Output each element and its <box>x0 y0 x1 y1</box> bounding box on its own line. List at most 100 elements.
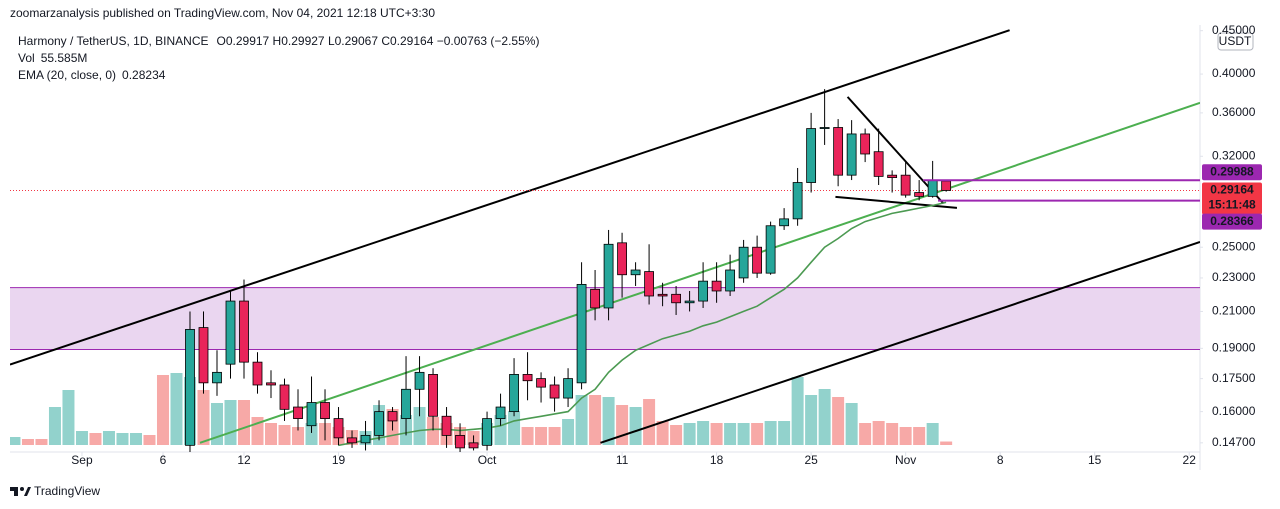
volume-bar <box>535 427 548 445</box>
volume-bar <box>10 437 21 445</box>
volume-bar <box>265 423 278 445</box>
volume-bar <box>75 431 88 445</box>
trend-line <box>199 101 1200 444</box>
candle-body <box>482 418 492 446</box>
price-label: 0.29988 <box>1210 164 1254 178</box>
unit-box <box>1217 32 1254 51</box>
volume-bar <box>210 403 223 445</box>
volume-bar <box>629 407 642 445</box>
candle-body <box>387 411 398 422</box>
countdown: 15:11:48 <box>1208 198 1256 212</box>
y-tick-label: 0.40000 <box>1212 66 1256 80</box>
volume-bar <box>683 423 696 445</box>
volume-bar <box>818 389 831 445</box>
candle-body <box>657 293 668 297</box>
candle-body <box>671 293 681 304</box>
brand-logo <box>10 487 31 496</box>
y-tick-label: 0.19000 <box>1212 340 1256 354</box>
ema-name: EMA (20, close, 0) <box>18 68 116 82</box>
plot-area <box>10 29 1200 452</box>
logo-part <box>14 487 18 496</box>
x-tick-label: 22 <box>1183 453 1197 467</box>
volume-bar <box>913 427 926 445</box>
volume-bar <box>589 395 602 445</box>
candle-body <box>873 151 884 177</box>
candle-body <box>239 300 249 363</box>
volume-bar <box>156 375 169 445</box>
volume-bar <box>197 390 210 445</box>
candle-body <box>212 371 222 384</box>
volume-bar <box>278 425 291 445</box>
candle-body <box>279 384 290 410</box>
volume-bar <box>697 421 710 445</box>
candle-body <box>455 434 465 449</box>
x-tick-label: 8 <box>997 453 1004 467</box>
x-tick-label: 25 <box>804 453 818 467</box>
volume-bar <box>89 433 102 445</box>
volume-bar <box>562 419 575 445</box>
candle-body <box>495 406 506 419</box>
candle-body <box>185 329 195 446</box>
trend-line <box>10 29 1010 366</box>
symbol-title: Harmony / TetherUS, 1D, BINANCE <box>18 34 209 48</box>
candle-body <box>725 269 736 292</box>
price-label-box <box>1202 213 1262 230</box>
candle-body <box>576 283 587 384</box>
volume-bar <box>832 397 845 445</box>
price-label: 0.28366 <box>1210 214 1254 228</box>
y-tick-label: 0.23000 <box>1212 270 1256 284</box>
candle-body <box>927 179 938 197</box>
price-label: 0.29164 <box>1210 183 1254 197</box>
volume-bar <box>35 439 48 445</box>
x-tick-label: Oct <box>478 453 497 467</box>
candle-body <box>509 374 519 413</box>
y-tick-label: 0.17500 <box>1212 371 1256 385</box>
y-tick-label: 0.45000 <box>1212 23 1256 37</box>
candle-body <box>684 300 695 304</box>
volume-bar <box>845 403 858 445</box>
y-unit: USDT <box>1219 34 1252 48</box>
volume-bar <box>413 407 426 445</box>
candle-body <box>603 243 614 309</box>
trend-line <box>600 241 1200 444</box>
volume-bar <box>751 423 764 445</box>
volume-bar <box>116 433 129 445</box>
x-tick-label: 15 <box>1088 453 1102 467</box>
candle-body <box>752 246 763 274</box>
x-tick-label: 6 <box>160 453 167 467</box>
volume-bar <box>737 423 750 445</box>
volume-bar <box>224 400 237 445</box>
candle-body <box>819 127 830 129</box>
candle-body <box>833 127 844 176</box>
x-tick-label: 18 <box>710 453 724 467</box>
candle-body <box>617 242 627 276</box>
candle-body <box>941 180 952 191</box>
x-tick-label: 19 <box>332 453 346 467</box>
candle-body <box>198 327 209 384</box>
candle-body <box>347 437 357 444</box>
x-tick-label: Sep <box>71 453 93 467</box>
volume-bar <box>292 427 305 445</box>
volume-bar <box>724 423 737 445</box>
volume-bar <box>170 373 183 445</box>
candle-body <box>860 133 871 155</box>
volume-bar <box>305 423 318 445</box>
candle-body <box>468 442 479 449</box>
volume-bar <box>508 411 521 445</box>
volume-bar <box>21 439 34 445</box>
candle-body <box>590 288 600 309</box>
candle-body <box>252 361 263 386</box>
volume-bar <box>859 423 872 445</box>
candle-body <box>779 218 790 227</box>
candle-body <box>428 374 438 417</box>
candle-body <box>792 182 803 220</box>
candle-body <box>900 174 911 196</box>
x-tick-label: Nov <box>895 453 916 467</box>
volume-bar <box>548 427 561 445</box>
candle-body <box>563 378 573 399</box>
volume-bar <box>872 421 885 445</box>
volume-bar <box>521 427 534 445</box>
logo-part <box>20 487 24 491</box>
candle-body <box>536 378 546 388</box>
